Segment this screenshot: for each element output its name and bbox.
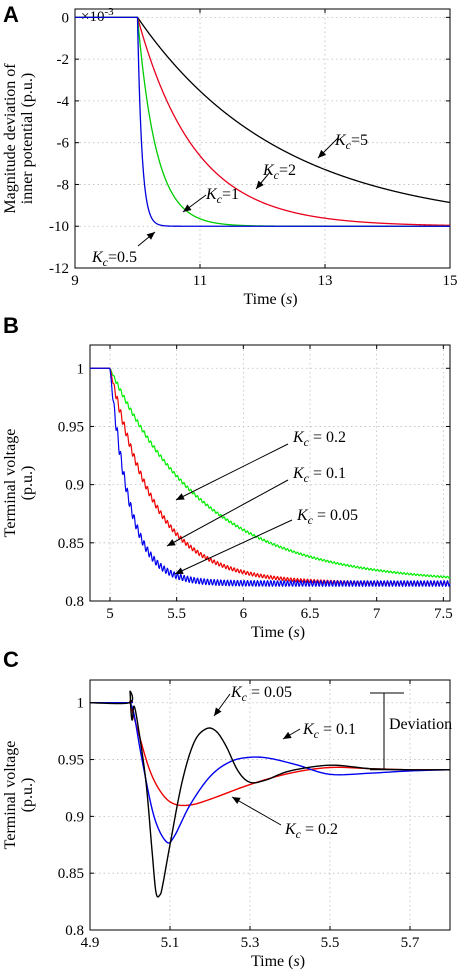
- label-arrow-head: [176, 493, 185, 500]
- panel-b: B 5 5.5 6 6.5 7 7.5 1 0.95 0.9 0.85 0.8 Time (s) Ter…: [2, 313, 453, 641]
- x-tick-label: 9: [71, 273, 79, 289]
- series-label-kc5: Kc=5: [334, 132, 368, 152]
- series-line-kc005: [89, 690, 451, 898]
- x-tick-label: 11: [193, 273, 207, 289]
- y-axis-label: (p.u.): [19, 778, 36, 813]
- series-label-kc05: Kc=0.5: [91, 249, 137, 269]
- series-line-kc05: [74, 16, 451, 227]
- label-arrow-head: [183, 204, 192, 212]
- y-tick-label: -6: [57, 136, 70, 152]
- panel-a: A 9 11 13 15 0 -2 -4 -6 -8 -10 -12 Time (s) ×10-3 Mag…: [2, 2, 457, 308]
- label-arrow-head: [318, 149, 327, 158]
- series-label-kc1: Kc=1: [205, 186, 239, 206]
- series-line-kc005: [89, 367, 451, 587]
- x-axis-label: Time (s): [251, 624, 305, 641]
- panel-c: C 4.9 5.1 5.3 5.5 5.7 1 0.95 0.9 0.85 0.8 Time (s)…: [2, 647, 452, 970]
- y-tick-label: 0.85: [58, 536, 84, 552]
- series-line-kc1: [74, 16, 451, 227]
- x-tick-label: 5: [106, 606, 114, 622]
- label-arrow: [175, 443, 289, 501]
- panel-letter-c: C: [3, 647, 19, 672]
- series-label-kc01: Kc = 0.1: [292, 465, 346, 485]
- y-tick-label: 0.95: [58, 419, 84, 435]
- x-axis-label: Time (s): [243, 291, 297, 308]
- x-tick-label: 7.5: [434, 606, 453, 622]
- y-tick-label: -12: [49, 261, 69, 277]
- label-arrow: [174, 519, 293, 575]
- x-tick-label: 13: [318, 273, 333, 289]
- y-axis-label: inner potential (p.u.): [19, 73, 36, 205]
- y-tick-label: 1: [77, 696, 85, 712]
- label-arrow-head: [167, 539, 176, 546]
- series-label-kc02: Kc = 0.2: [292, 429, 346, 449]
- series-label-kc02: Kc = 0.2: [284, 821, 338, 841]
- label-arrow: [231, 796, 282, 826]
- series-line-kc2: [74, 16, 451, 226]
- plot-frame: [89, 679, 451, 931]
- y-tick-label: 0.9: [65, 478, 84, 494]
- x-tick-label: 5.7: [401, 935, 420, 951]
- series-line-kc02: [89, 367, 451, 579]
- y-axis-label: (p.u.): [19, 466, 36, 501]
- y-tick-label: 0.8: [65, 594, 84, 610]
- plot-frame: [89, 344, 451, 602]
- x-tick-label: 7: [373, 606, 381, 622]
- series-line-kc01: [89, 367, 451, 586]
- x-tick-label: 5.1: [161, 935, 180, 951]
- y-multiplier: ×10-3: [81, 6, 114, 25]
- y-tick-label: -10: [49, 219, 69, 235]
- x-axis-label: Time (s): [251, 953, 305, 970]
- label-arrow-head: [283, 731, 292, 739]
- label-arrow-head: [175, 567, 184, 574]
- y-axis-label: Terminal voltage: [2, 741, 19, 850]
- y-tick-label: 0.95: [58, 753, 84, 769]
- x-tick-label: 6: [240, 606, 248, 622]
- panel-letter-a: A: [3, 2, 19, 27]
- label-arrow-head: [232, 797, 241, 805]
- y-tick-label: -4: [57, 94, 70, 110]
- y-tick-label: 0.8: [65, 923, 84, 939]
- x-tick-label: 6.5: [301, 606, 320, 622]
- series-label-kc005: Kc = 0.05: [230, 684, 292, 704]
- y-axis-label: Magnitude deviation of: [2, 63, 19, 214]
- y-tick-label: 0: [62, 10, 70, 26]
- x-tick-label: 5.3: [241, 935, 260, 951]
- x-tick-label: 5.5: [321, 935, 340, 951]
- label-arrow: [166, 479, 289, 547]
- y-tick-label: -8: [57, 177, 70, 193]
- panel-letter-b: B: [3, 313, 19, 338]
- label-arrow-head: [146, 232, 155, 240]
- plot-frame: [74, 8, 451, 269]
- series-label-kc01: Kc = 0.1: [302, 721, 356, 741]
- y-axis-label: Terminal voltage: [2, 429, 19, 538]
- x-tick-label: 15: [443, 273, 457, 289]
- y-tick-label: -2: [57, 52, 70, 68]
- y-tick-label: 0.85: [58, 866, 84, 882]
- label-arrow-head: [256, 180, 264, 189]
- y-tick-label: 1: [77, 361, 85, 377]
- deviation-label: Deviation: [389, 716, 452, 733]
- y-tick-label: 0.9: [65, 809, 84, 825]
- series-label-kc005: Kc = 0.05: [296, 507, 358, 527]
- x-tick-label: 5.5: [167, 606, 186, 622]
- label-arrow-head: [214, 707, 222, 716]
- x-tick-label: 4.9: [81, 935, 100, 951]
- series-label-kc2: Kc=2: [262, 162, 296, 182]
